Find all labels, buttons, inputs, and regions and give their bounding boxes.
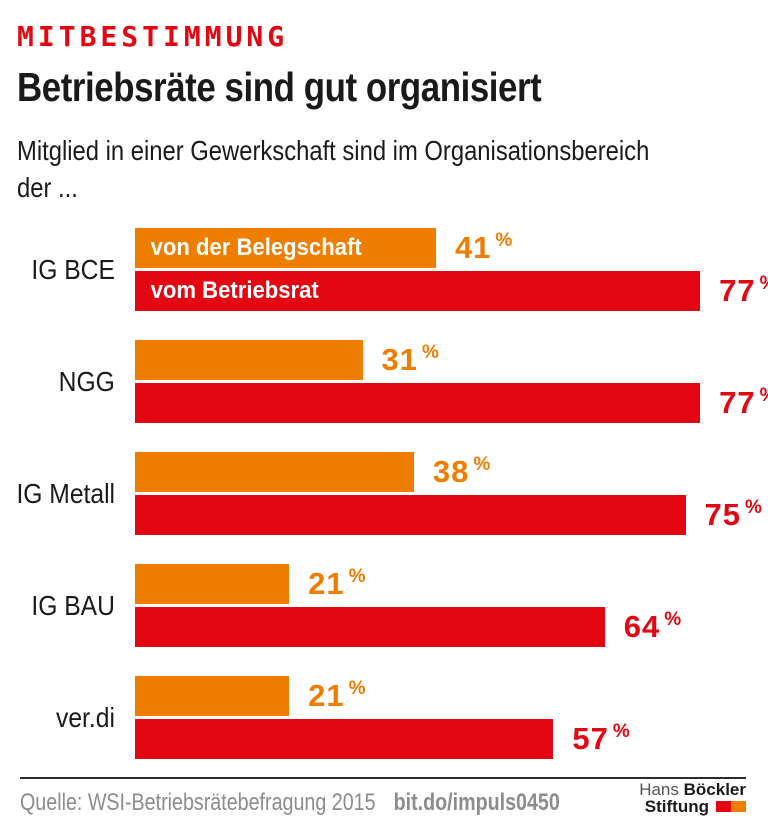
value-label: 57%: [572, 721, 630, 756]
bar-group-ig-metall: IG Metall 38% 75%: [0, 452, 768, 535]
logo-line-1: Hans Böckler: [639, 780, 746, 799]
bar-group-ngg: NGG 31% 77%: [0, 340, 768, 423]
value-label: 21%: [308, 566, 366, 601]
logo-mark-orange: [731, 801, 746, 812]
bar-group-ig-bce: IG BCE von der Belegschaft 41% vom Betri…: [0, 228, 768, 311]
category-label: ver.di: [56, 701, 115, 733]
chart-title: Betriebsräte sind gut organisiert: [17, 64, 542, 110]
bar-belegschaft: 21%: [135, 564, 366, 604]
legend-label-belegschaft: von der Belegschaft: [150, 234, 362, 261]
value-label: 38%: [432, 454, 491, 489]
bar-betriebsrat: 57%: [135, 719, 630, 759]
category-label: IG BCE: [31, 253, 115, 285]
value-label: 75%: [704, 497, 762, 532]
bar-group-verdi: ver.di 21% 57%: [0, 676, 768, 759]
footer-divider: [20, 777, 746, 779]
subtitle-line-1: Mitglied in einer Gewerkschaft sind im O…: [17, 135, 650, 166]
bar-belegschaft: von der Belegschaft 41%: [135, 228, 512, 268]
footer-source-row: Quelle: WSI-Betriebsrätebefragung 2015 b…: [20, 789, 560, 817]
bar-betriebsrat: 64%: [135, 607, 681, 647]
logo-mark-red: [716, 801, 731, 812]
value-label: 64%: [623, 609, 682, 644]
bar-belegschaft: 38%: [135, 452, 490, 492]
subtitle-line-2: der ...: [17, 172, 78, 203]
category-label: IG Metall: [16, 477, 115, 509]
value-label: 21%: [308, 678, 366, 713]
bar-betriebsrat: 75%: [135, 495, 762, 535]
logo-color-mark: [716, 801, 746, 812]
bar-belegschaft: 31%: [135, 340, 439, 380]
category-label: IG BAU: [31, 589, 115, 621]
shortlink[interactable]: bit.do/impuls0450: [393, 789, 560, 816]
bar-belegschaft: 21%: [135, 676, 366, 716]
kicker: MITBESTIMMUNG: [17, 20, 289, 53]
legend-label-betriebsrat: vom Betriebsrat: [150, 277, 319, 304]
bar-betriebsrat: 77%: [135, 383, 768, 423]
value-label: 77%: [719, 385, 768, 420]
bar-chart: IG BCE von der Belegschaft 41% vom Betri…: [0, 228, 768, 788]
value-label: 41%: [454, 230, 513, 265]
chart-subtitle: Mitglied in einer Gewerkschaft sind im O…: [17, 132, 649, 206]
category-label: NGG: [58, 365, 115, 397]
logo-line-2: Stiftung: [639, 798, 746, 815]
bar-betriebsrat: vom Betriebsrat 77%: [135, 271, 768, 311]
value-label: 77%: [719, 273, 768, 308]
value-label: 31%: [381, 342, 439, 377]
hans-boeckler-stiftung-logo: Hans Böckler Stiftung: [639, 781, 746, 815]
source-text: Quelle: WSI-Betriebsrätebefragung 2015: [20, 789, 376, 816]
bar-group-ig-bau: IG BAU 21% 64%: [0, 564, 768, 647]
